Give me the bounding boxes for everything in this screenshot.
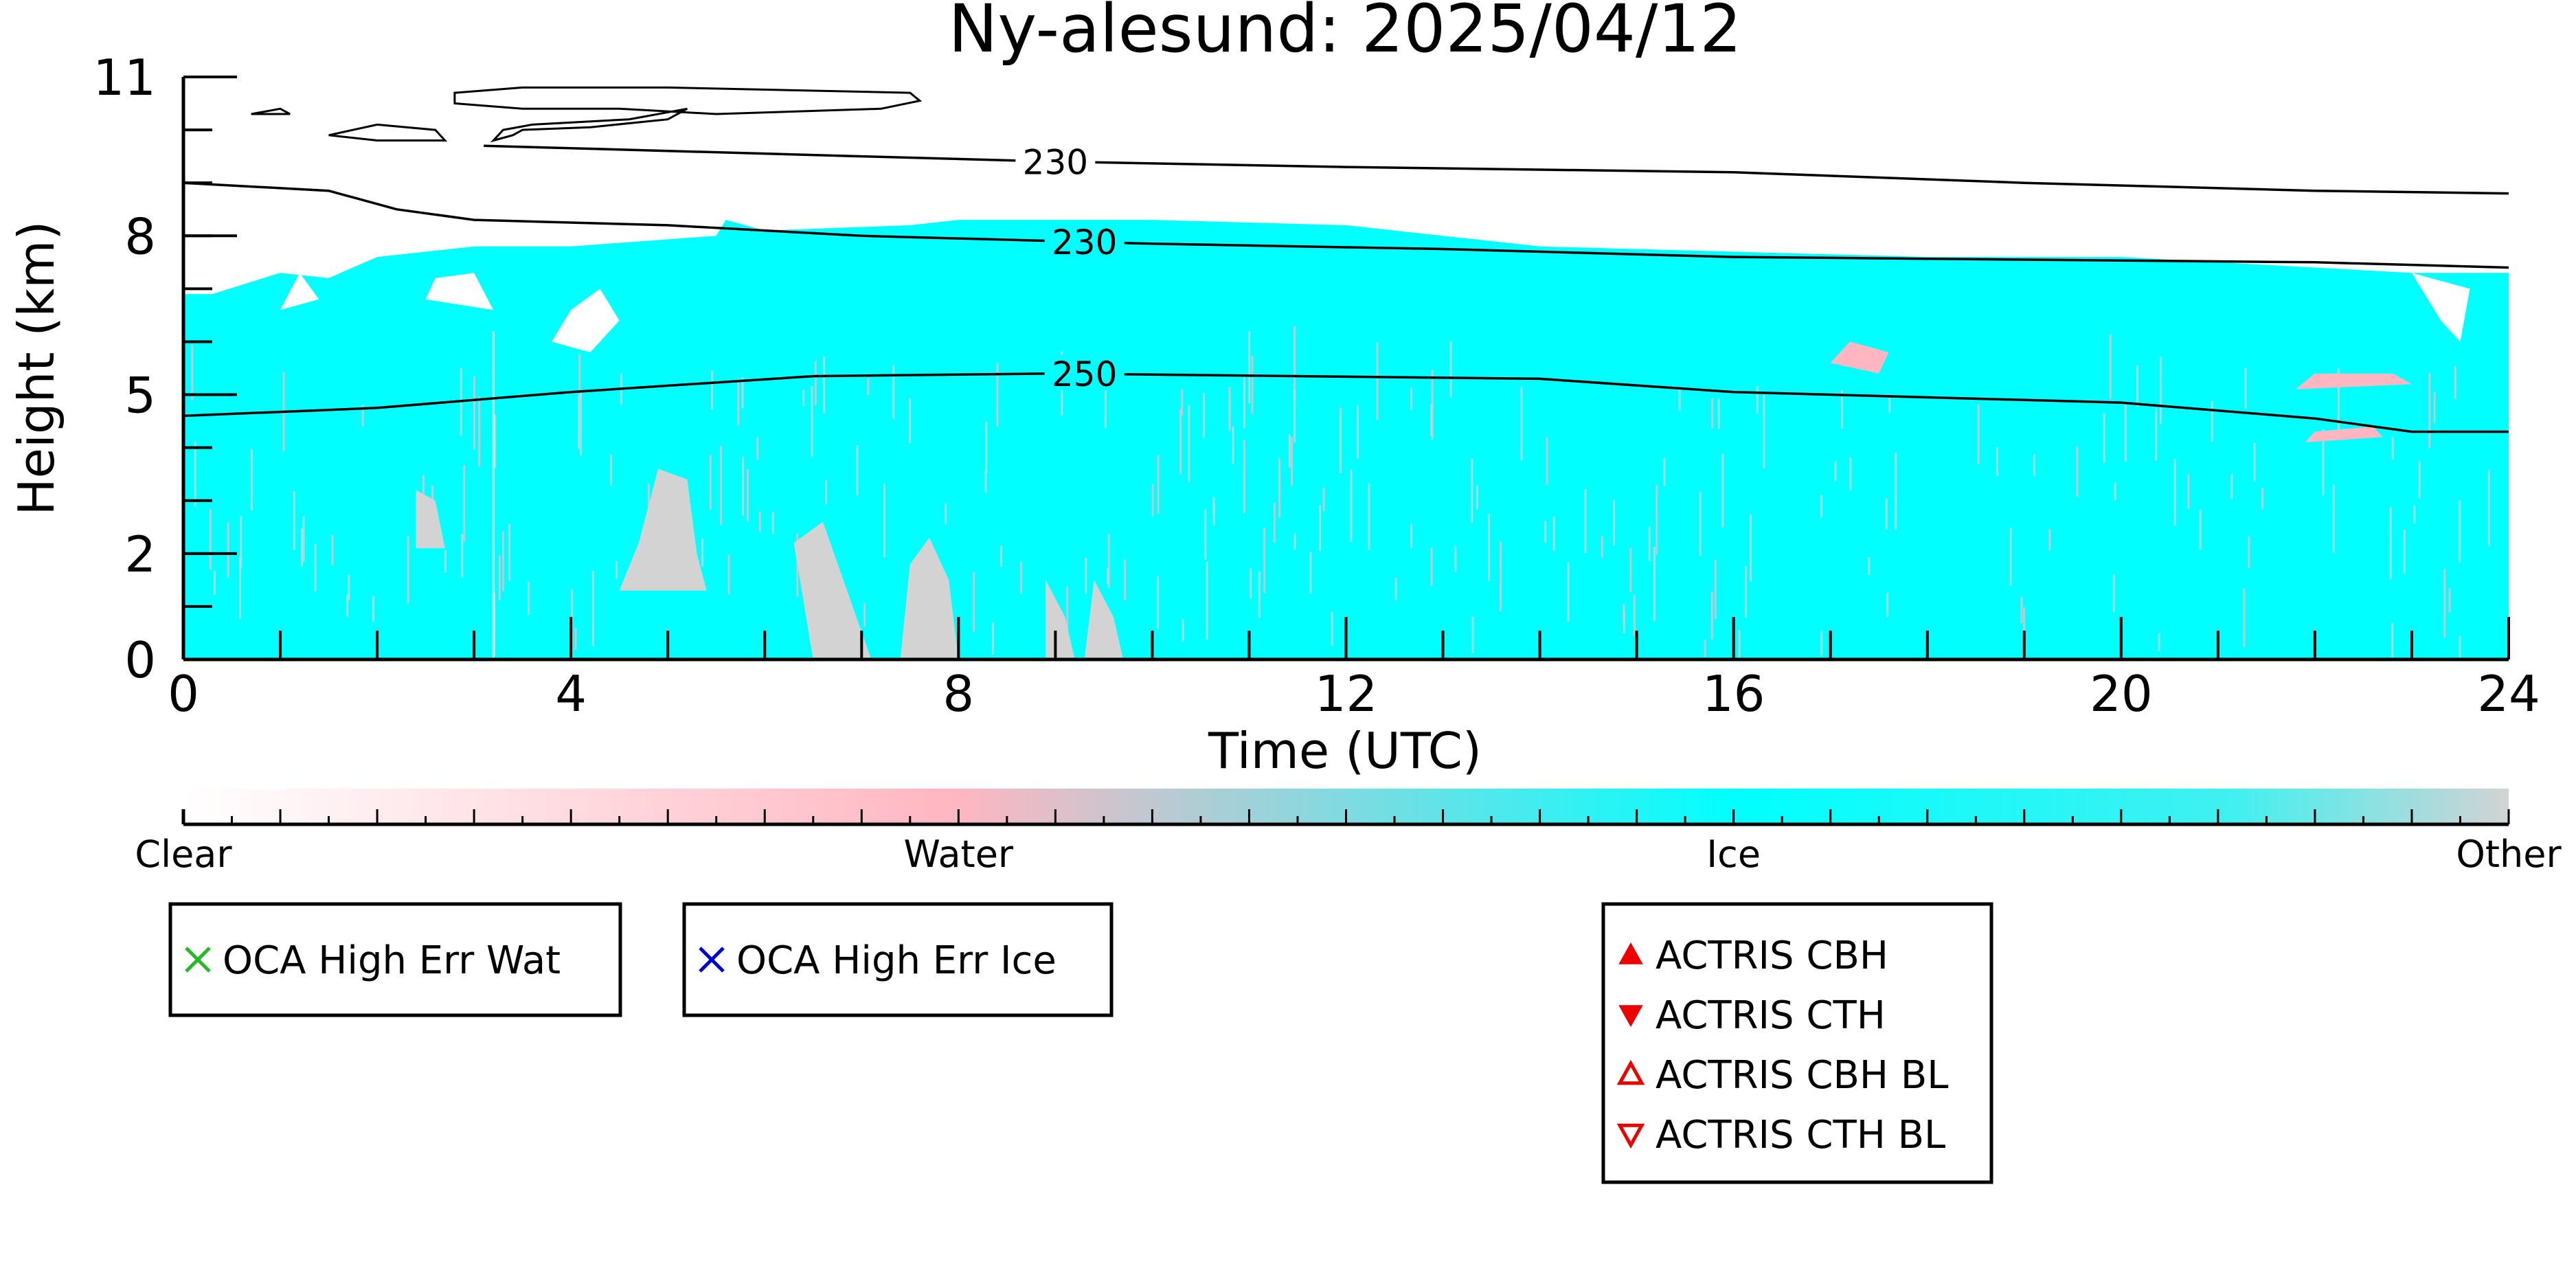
clear-area xyxy=(552,289,620,352)
x-tick-label: 12 xyxy=(1315,665,1378,723)
plot-area: 230 230 250 xyxy=(183,86,2509,659)
clear-area xyxy=(2412,273,2470,342)
x-tick-label: 20 xyxy=(2090,665,2153,723)
legend-frame xyxy=(1601,902,1993,1184)
y-tick-label: 0 xyxy=(124,631,156,689)
x-tick-label: 4 xyxy=(555,665,587,723)
y-tick-label: 8 xyxy=(124,207,156,265)
x-tick-label: 0 xyxy=(168,665,199,723)
streak-layer xyxy=(183,326,2490,659)
clear-area xyxy=(425,273,494,310)
legend-frame xyxy=(682,902,1114,1017)
chart-title: Ny-alesund: 2025/04/12 xyxy=(949,0,1742,67)
colorbar-label: Other xyxy=(2456,833,2562,876)
high-cloud-outline xyxy=(251,107,291,115)
temperature-contour-group: 230 230 250 xyxy=(183,142,2509,433)
y-tick-label: 2 xyxy=(124,526,156,583)
x-tick-label: 24 xyxy=(2477,665,2540,723)
high-cloud-outline xyxy=(328,123,448,142)
other-area xyxy=(619,468,707,591)
other-area xyxy=(900,537,959,659)
other-area xyxy=(416,490,445,549)
clear-area xyxy=(280,273,319,310)
legend-marker xyxy=(185,947,211,973)
legend-label: ACTRIS CTH xyxy=(1656,993,1886,1038)
ice-region xyxy=(183,220,2509,659)
temperature-contour xyxy=(484,144,2509,195)
ice-area xyxy=(183,220,2509,659)
water-area xyxy=(2305,426,2383,442)
colorbar-label: Clear xyxy=(135,833,232,876)
x-tick-label: 8 xyxy=(942,665,974,723)
x-axis-label: Time (UTC) xyxy=(1208,722,1482,780)
legends: OCA High Err Wat OCA High Err Ice ACTRIS C… xyxy=(168,902,1993,1184)
colorbar-label: Ice xyxy=(1706,833,1761,876)
legend-marker xyxy=(1616,1123,1645,1149)
other-area xyxy=(1046,580,1075,659)
contour-label: 230 xyxy=(1052,223,1117,262)
legend-label: OCA High Err Ice xyxy=(736,938,1057,983)
legend-box: ACTRIS CBH ACTRIS CTH ACTRIS CBH BL ACTRIS … xyxy=(1601,902,1993,1184)
axes: 0 4 8 12 16 20 24 0 2 5 8 11 xyxy=(93,49,2540,723)
legend-label: ACTRIS CBH BL xyxy=(1656,1053,1948,1098)
other-region-group xyxy=(416,468,1124,659)
contour-label-bg xyxy=(1015,142,1096,179)
legend-marker xyxy=(1618,942,1643,964)
legend-label: ACTRIS CBH xyxy=(1656,934,1888,978)
y-axis-label: Height (km) xyxy=(8,221,65,516)
contour-label-bg xyxy=(1044,223,1125,259)
legend-frame xyxy=(168,902,622,1017)
legend-label: ACTRIS CTH BL xyxy=(1656,1113,1945,1157)
legend-marker xyxy=(699,947,725,973)
clear-region-group xyxy=(280,273,2470,352)
legend-box: OCA High Err Wat xyxy=(168,902,622,1017)
legend-box: OCA High Err Ice xyxy=(682,902,1114,1017)
colorbar-ticks xyxy=(181,809,2510,826)
colorbar-labels: Clear Water Ice Other xyxy=(135,833,2562,876)
x-tick-label: 16 xyxy=(1702,665,1765,723)
high-cloud-outline xyxy=(490,107,688,143)
legend-label: OCA High Err Wat xyxy=(223,938,561,983)
temperature-contour xyxy=(183,372,2509,433)
legend-marker xyxy=(1618,1005,1643,1028)
contour-label-bg xyxy=(1044,354,1125,391)
colorbar: Clear Water Ice Other xyxy=(135,789,2562,876)
high-cloud-outline xyxy=(453,86,923,115)
y-tick-label: 5 xyxy=(124,367,156,425)
legend-marker xyxy=(1616,1059,1645,1085)
other-area xyxy=(793,521,872,659)
high-cloud-outline-group xyxy=(251,86,923,143)
water-region-group xyxy=(1830,341,2412,442)
contour-label: 250 xyxy=(1052,354,1117,394)
colorbar-label: Water xyxy=(904,833,1014,876)
water-area xyxy=(1830,341,1889,374)
water-area xyxy=(2295,373,2412,389)
y-tick-label: 11 xyxy=(93,49,156,106)
contour-label: 230 xyxy=(1023,142,1088,182)
other-area xyxy=(1084,580,1124,659)
temperature-contour xyxy=(183,181,2509,269)
